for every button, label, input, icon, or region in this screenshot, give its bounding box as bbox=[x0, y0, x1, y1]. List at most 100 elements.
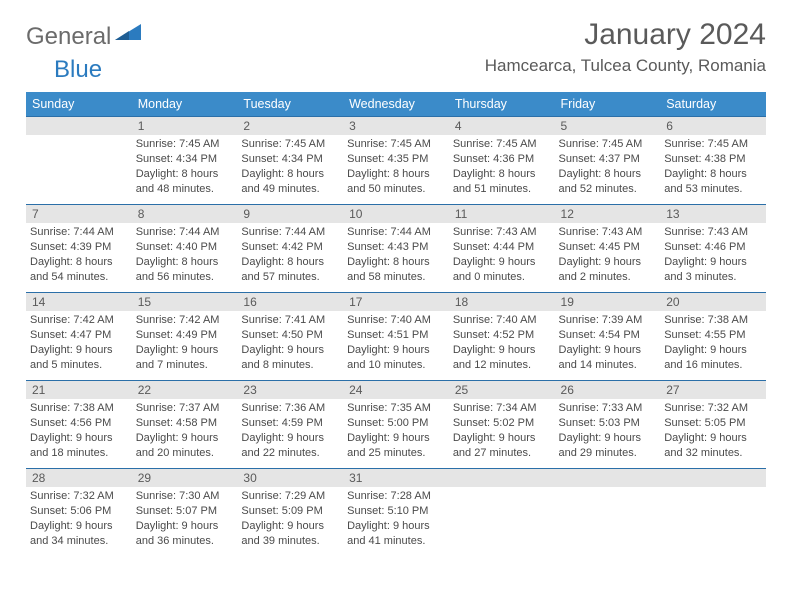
daylight-text-1: Daylight: 8 hours bbox=[241, 167, 339, 182]
daylight-text-1: Daylight: 8 hours bbox=[347, 167, 445, 182]
day-number: 30 bbox=[237, 468, 343, 487]
sunset-text: Sunset: 5:09 PM bbox=[241, 504, 339, 519]
day-number: 20 bbox=[660, 292, 766, 311]
day-detail: Sunrise: 7:45 AMSunset: 4:34 PMDaylight:… bbox=[237, 135, 343, 198]
day-detail: Sunrise: 7:34 AMSunset: 5:02 PMDaylight:… bbox=[449, 399, 555, 462]
calendar-day-cell: 14Sunrise: 7:42 AMSunset: 4:47 PMDayligh… bbox=[26, 292, 132, 380]
sunset-text: Sunset: 4:47 PM bbox=[30, 328, 128, 343]
day-number-empty bbox=[449, 468, 555, 487]
sunset-text: Sunset: 4:44 PM bbox=[453, 240, 551, 255]
daylight-text-1: Daylight: 9 hours bbox=[559, 431, 657, 446]
calendar-day-cell: 29Sunrise: 7:30 AMSunset: 5:07 PMDayligh… bbox=[132, 468, 238, 556]
calendar-day-cell bbox=[26, 116, 132, 204]
daylight-text-2: and 22 minutes. bbox=[241, 446, 339, 461]
sunset-text: Sunset: 4:54 PM bbox=[559, 328, 657, 343]
daylight-text-2: and 34 minutes. bbox=[30, 534, 128, 549]
day-number: 21 bbox=[26, 380, 132, 399]
day-number-empty bbox=[26, 116, 132, 135]
day-number: 12 bbox=[555, 204, 661, 223]
day-detail: Sunrise: 7:44 AMSunset: 4:39 PMDaylight:… bbox=[26, 223, 132, 286]
day-detail: Sunrise: 7:43 AMSunset: 4:46 PMDaylight:… bbox=[660, 223, 766, 286]
day-header: Friday bbox=[555, 92, 661, 116]
day-detail: Sunrise: 7:38 AMSunset: 4:55 PMDaylight:… bbox=[660, 311, 766, 374]
calendar-day-cell: 17Sunrise: 7:40 AMSunset: 4:51 PMDayligh… bbox=[343, 292, 449, 380]
sunrise-text: Sunrise: 7:43 AM bbox=[453, 225, 551, 240]
day-detail: Sunrise: 7:41 AMSunset: 4:50 PMDaylight:… bbox=[237, 311, 343, 374]
day-number: 9 bbox=[237, 204, 343, 223]
sunset-text: Sunset: 4:46 PM bbox=[664, 240, 762, 255]
calendar-day-cell bbox=[449, 468, 555, 556]
day-detail: Sunrise: 7:44 AMSunset: 4:40 PMDaylight:… bbox=[132, 223, 238, 286]
day-header: Wednesday bbox=[343, 92, 449, 116]
day-number: 6 bbox=[660, 116, 766, 135]
day-detail: Sunrise: 7:45 AMSunset: 4:37 PMDaylight:… bbox=[555, 135, 661, 198]
sunset-text: Sunset: 5:05 PM bbox=[664, 416, 762, 431]
day-detail: Sunrise: 7:43 AMSunset: 4:44 PMDaylight:… bbox=[449, 223, 555, 286]
calendar-day-cell: 3Sunrise: 7:45 AMSunset: 4:35 PMDaylight… bbox=[343, 116, 449, 204]
daylight-text-2: and 49 minutes. bbox=[241, 182, 339, 197]
day-number: 22 bbox=[132, 380, 238, 399]
day-number: 18 bbox=[449, 292, 555, 311]
sunrise-text: Sunrise: 7:44 AM bbox=[136, 225, 234, 240]
daylight-text-2: and 12 minutes. bbox=[453, 358, 551, 373]
daylight-text-1: Daylight: 9 hours bbox=[453, 343, 551, 358]
calendar-day-cell: 21Sunrise: 7:38 AMSunset: 4:56 PMDayligh… bbox=[26, 380, 132, 468]
day-detail: Sunrise: 7:28 AMSunset: 5:10 PMDaylight:… bbox=[343, 487, 449, 550]
sunrise-text: Sunrise: 7:38 AM bbox=[30, 401, 128, 416]
daylight-text-1: Daylight: 8 hours bbox=[136, 167, 234, 182]
sunset-text: Sunset: 4:45 PM bbox=[559, 240, 657, 255]
sunset-text: Sunset: 5:03 PM bbox=[559, 416, 657, 431]
calendar-week-row: 28Sunrise: 7:32 AMSunset: 5:06 PMDayligh… bbox=[26, 468, 766, 556]
daylight-text-1: Daylight: 9 hours bbox=[453, 431, 551, 446]
month-title: January 2024 bbox=[485, 18, 766, 52]
daylight-text-1: Daylight: 9 hours bbox=[241, 431, 339, 446]
day-detail: Sunrise: 7:42 AMSunset: 4:47 PMDaylight:… bbox=[26, 311, 132, 374]
calendar-day-cell: 23Sunrise: 7:36 AMSunset: 4:59 PMDayligh… bbox=[237, 380, 343, 468]
daylight-text-2: and 27 minutes. bbox=[453, 446, 551, 461]
sunrise-text: Sunrise: 7:39 AM bbox=[559, 313, 657, 328]
daylight-text-2: and 36 minutes. bbox=[136, 534, 234, 549]
calendar-day-cell: 8Sunrise: 7:44 AMSunset: 4:40 PMDaylight… bbox=[132, 204, 238, 292]
sunrise-text: Sunrise: 7:38 AM bbox=[664, 313, 762, 328]
logo-word1: General bbox=[26, 23, 111, 51]
daylight-text-2: and 32 minutes. bbox=[664, 446, 762, 461]
daylight-text-2: and 53 minutes. bbox=[664, 182, 762, 197]
day-detail: Sunrise: 7:40 AMSunset: 4:52 PMDaylight:… bbox=[449, 311, 555, 374]
calendar-day-cell: 10Sunrise: 7:44 AMSunset: 4:43 PMDayligh… bbox=[343, 204, 449, 292]
calendar-day-cell: 25Sunrise: 7:34 AMSunset: 5:02 PMDayligh… bbox=[449, 380, 555, 468]
daylight-text-2: and 16 minutes. bbox=[664, 358, 762, 373]
sunset-text: Sunset: 5:10 PM bbox=[347, 504, 445, 519]
calendar-day-cell: 30Sunrise: 7:29 AMSunset: 5:09 PMDayligh… bbox=[237, 468, 343, 556]
day-number: 31 bbox=[343, 468, 449, 487]
daylight-text-2: and 57 minutes. bbox=[241, 270, 339, 285]
sunrise-text: Sunrise: 7:42 AM bbox=[30, 313, 128, 328]
day-number: 3 bbox=[343, 116, 449, 135]
day-detail: Sunrise: 7:43 AMSunset: 4:45 PMDaylight:… bbox=[555, 223, 661, 286]
calendar-day-cell: 31Sunrise: 7:28 AMSunset: 5:10 PMDayligh… bbox=[343, 468, 449, 556]
daylight-text-2: and 14 minutes. bbox=[559, 358, 657, 373]
daylight-text-1: Daylight: 8 hours bbox=[241, 255, 339, 270]
day-header-row: Sunday Monday Tuesday Wednesday Thursday… bbox=[26, 92, 766, 116]
sunrise-text: Sunrise: 7:32 AM bbox=[664, 401, 762, 416]
daylight-text-2: and 7 minutes. bbox=[136, 358, 234, 373]
daylight-text-2: and 41 minutes. bbox=[347, 534, 445, 549]
daylight-text-1: Daylight: 9 hours bbox=[664, 343, 762, 358]
calendar-week-row: 7Sunrise: 7:44 AMSunset: 4:39 PMDaylight… bbox=[26, 204, 766, 292]
day-detail: Sunrise: 7:44 AMSunset: 4:43 PMDaylight:… bbox=[343, 223, 449, 286]
sunset-text: Sunset: 4:43 PM bbox=[347, 240, 445, 255]
calendar-day-cell: 9Sunrise: 7:44 AMSunset: 4:42 PMDaylight… bbox=[237, 204, 343, 292]
calendar-week-row: 21Sunrise: 7:38 AMSunset: 4:56 PMDayligh… bbox=[26, 380, 766, 468]
sunrise-text: Sunrise: 7:36 AM bbox=[241, 401, 339, 416]
sunset-text: Sunset: 4:49 PM bbox=[136, 328, 234, 343]
logo-triangle-icon bbox=[115, 22, 141, 45]
sunset-text: Sunset: 4:35 PM bbox=[347, 152, 445, 167]
daylight-text-2: and 10 minutes. bbox=[347, 358, 445, 373]
day-detail: Sunrise: 7:36 AMSunset: 4:59 PMDaylight:… bbox=[237, 399, 343, 462]
day-number: 28 bbox=[26, 468, 132, 487]
day-detail: Sunrise: 7:30 AMSunset: 5:07 PMDaylight:… bbox=[132, 487, 238, 550]
logo: General bbox=[26, 18, 141, 51]
calendar-day-cell: 1Sunrise: 7:45 AMSunset: 4:34 PMDaylight… bbox=[132, 116, 238, 204]
day-number: 13 bbox=[660, 204, 766, 223]
day-header: Saturday bbox=[660, 92, 766, 116]
day-number: 26 bbox=[555, 380, 661, 399]
